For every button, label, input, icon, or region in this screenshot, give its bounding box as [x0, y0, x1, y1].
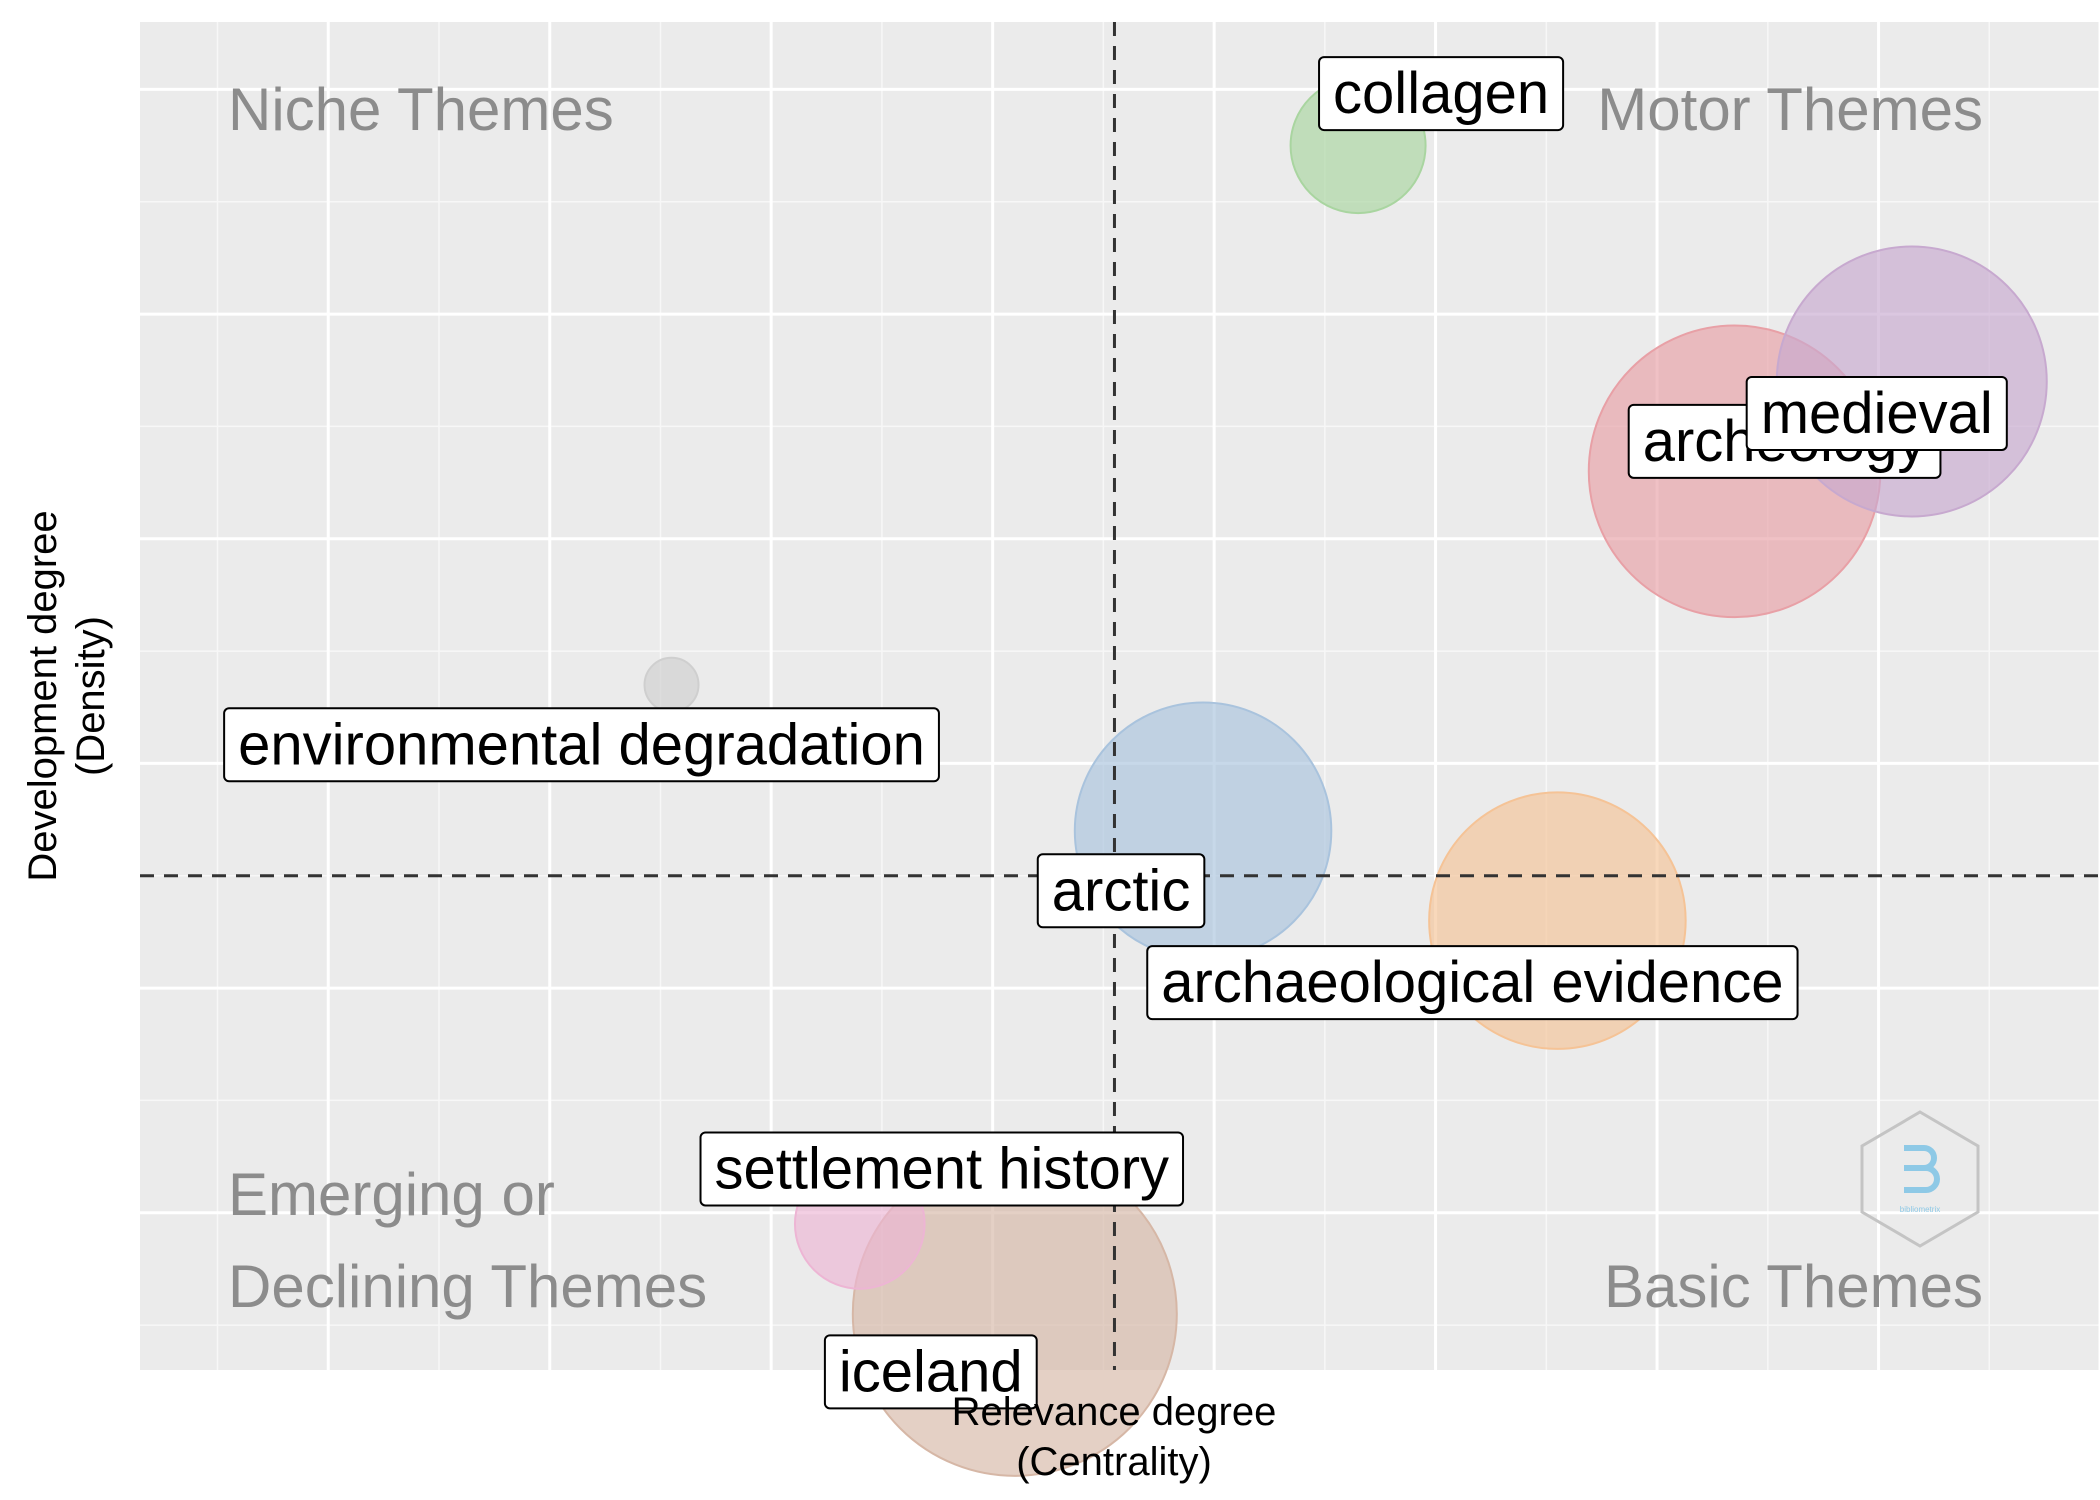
label-box: [1146, 945, 1799, 1021]
label-text: arctic: [1052, 858, 1191, 923]
label-iceland: iceland: [823, 1334, 1038, 1410]
bibliometrix-hexagon-logo: bibliometrix: [1860, 1110, 1980, 1248]
label-text: collagen: [1333, 61, 1549, 126]
label-settlement-history: settlement history: [699, 1131, 1185, 1207]
label-text: environmental degradation: [238, 712, 925, 777]
crosshair-lines: [140, 22, 2100, 1370]
label-text: medieval: [1761, 381, 1993, 446]
logo-b-icon: [1904, 1145, 1940, 1193]
y-axis-title-line-2: (Density): [69, 616, 113, 776]
label-box: [823, 1334, 1038, 1410]
x-axis-title-line-1: Relevance degree: [952, 1390, 1277, 1434]
label-arctic: arctic: [1036, 853, 1206, 929]
quadrant-labels: Niche Themes Motor Themes Emerging or De…: [228, 76, 1983, 1320]
quadrant-basic-themes: Basic Themes: [1604, 1253, 1983, 1320]
x-axis-title-line-2: (Centrality): [1016, 1440, 1212, 1484]
label-box: [1745, 375, 2008, 451]
bubble-environmental-degradation: [643, 656, 700, 713]
label-box: [1318, 56, 1565, 132]
label-text: settlement history: [715, 1136, 1170, 1201]
label-archaeological-evidence: archaeological evidence: [1146, 945, 1799, 1021]
quadrant-niche-themes: Niche Themes: [228, 76, 614, 143]
label-text: archaeological evidence: [1161, 950, 1783, 1015]
bubble-labels: environmental degradationcollagenarcheol…: [223, 56, 2008, 1410]
quadrant-emerging-line-1: Emerging or: [228, 1161, 555, 1228]
label-medieval: medieval: [1745, 375, 2008, 451]
logo-text: bibliometrix: [1900, 1205, 1940, 1214]
quadrant-emerging-line-2: Declining Themes: [228, 1253, 707, 1320]
label-environmental-degradation: environmental degradation: [223, 707, 940, 783]
quadrant-motor-themes: Motor Themes: [1597, 76, 1983, 143]
y-axis-title-line-1: Development degree: [21, 510, 65, 881]
logo-hexagon-icon: [1860, 1110, 1980, 1248]
label-collagen: collagen: [1318, 56, 1565, 132]
label-box: [1036, 853, 1206, 929]
axis-titles: Relevance degree (Centrality) Developmen…: [21, 510, 1276, 1484]
label-box: [223, 707, 940, 783]
label-box: [699, 1131, 1185, 1207]
label-text: iceland: [839, 1339, 1023, 1404]
